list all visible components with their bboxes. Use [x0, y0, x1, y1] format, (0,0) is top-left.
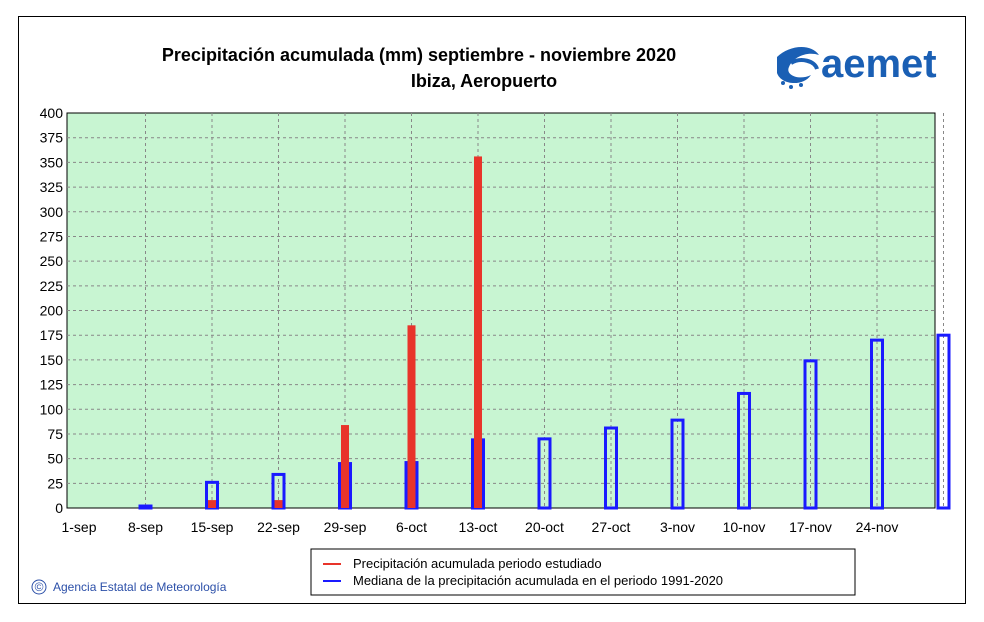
y-tick-label: 275 [40, 228, 64, 244]
chart-title: Precipitación acumulada (mm) septiembre … [162, 45, 676, 65]
y-tick-label: 200 [40, 303, 64, 319]
y-tick-label: 25 [47, 475, 63, 491]
y-tick-label: 300 [40, 204, 64, 220]
aemet-swirl-icon [777, 46, 819, 89]
x-tick-label: 24-nov [856, 519, 899, 535]
median-bar [537, 437, 552, 510]
y-tick-label: 250 [40, 253, 64, 269]
y-tick-label: 150 [40, 352, 64, 368]
x-tick-label: 17-nov [789, 519, 832, 535]
copyright-icon: © [35, 580, 44, 594]
median-bar [803, 359, 818, 510]
x-tick-label: 22-sep [257, 519, 300, 535]
legend-label: Precipitación acumulada periodo estudiad… [353, 556, 602, 571]
x-tick-label: 20-oct [525, 519, 564, 535]
observed-bar [208, 500, 216, 508]
x-tick-label: 6-oct [396, 519, 427, 535]
x-tick-label: 15-sep [191, 519, 234, 535]
median-bar [737, 391, 751, 510]
y-tick-label: 325 [40, 179, 64, 195]
x-tick-label: 3-nov [660, 519, 695, 535]
y-tick-label: 175 [40, 327, 64, 343]
x-tick-label: 13-oct [459, 519, 498, 535]
observed-bar [341, 425, 349, 508]
y-tick-label: 50 [47, 451, 63, 467]
median-bar [604, 426, 618, 510]
y-tick-label: 225 [40, 278, 64, 294]
x-tick-label: 10-nov [723, 519, 766, 535]
aemet-logo-text: aemet [821, 42, 937, 86]
x-tick-label: 1-sep [61, 519, 96, 535]
chart-svg: Precipitación acumulada (mm) septiembre … [31, 42, 951, 596]
legend: Precipitación acumulada periodo estudiad… [310, 548, 856, 596]
y-tick-label: 75 [47, 426, 63, 442]
median-bar [936, 333, 951, 510]
y-tick-label: 350 [40, 154, 64, 170]
plot-area: 0 25 50 75 100 125 150 175 200 225 250 275 300 325 350… [40, 105, 951, 535]
median-bar [870, 338, 884, 510]
y-tick-label: 400 [40, 105, 64, 121]
x-tick-label: 29-sep [324, 519, 367, 535]
observed-bar [274, 500, 283, 508]
aemet-logo: aemet [777, 42, 937, 89]
x-tick-label: 8-sep [128, 519, 163, 535]
credit: © Agencia Estatal de Meteorología [31, 579, 227, 595]
legend-box [310, 548, 856, 596]
y-tick-label: 375 [40, 130, 64, 146]
observed-bar [407, 325, 416, 508]
chart-frame: Precipitación acumulada (mm) septiembre … [18, 16, 966, 604]
median-bar [670, 418, 685, 510]
credit-text: Agencia Estatal de Meteorología [53, 580, 227, 594]
x-tick-label: 27-oct [592, 519, 631, 535]
legend-label: Mediana de la precipitación acumulada en… [353, 573, 723, 588]
chart-subtitle: Ibiza, Aeropuerto [411, 71, 557, 91]
median-bar [138, 504, 153, 510]
y-tick-label: 125 [40, 377, 64, 393]
observed-bar [474, 156, 482, 508]
y-tick-label: 0 [55, 500, 63, 516]
y-tick-label: 100 [40, 401, 64, 417]
